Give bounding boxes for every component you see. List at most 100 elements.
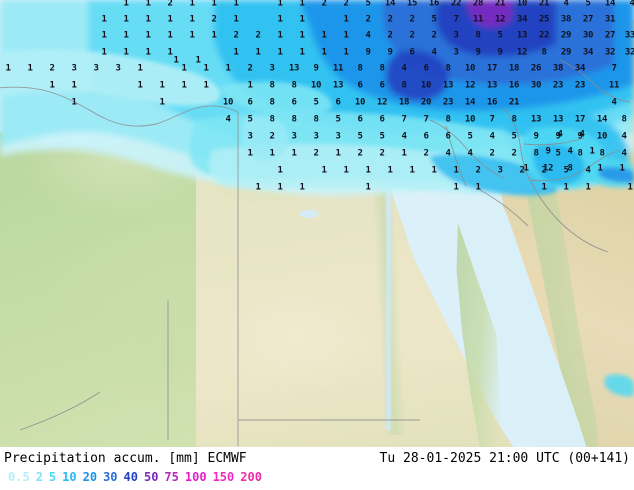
precip-value: 8	[445, 63, 451, 74]
precip-value: 13	[332, 80, 344, 91]
precip-value: 1	[475, 182, 481, 193]
precip-value: 7	[489, 114, 495, 125]
precip-value: 8	[269, 80, 275, 91]
precip-value: 3	[291, 131, 297, 142]
precip-value: 21	[508, 97, 520, 108]
precip-value: 8	[445, 114, 451, 125]
precip-value: 2	[233, 30, 239, 41]
precip-value: 32	[604, 47, 616, 58]
precip-value: 1	[277, 0, 283, 9]
precip-value: 3	[115, 63, 121, 74]
precip-value: 1	[299, 14, 305, 25]
precip-value: 1	[299, 182, 305, 193]
map-footer: Precipitation accum. [mm] ECMWF Tu 28-01…	[0, 447, 634, 490]
legend-stop-200[interactable]: 200	[240, 470, 262, 484]
legend-stop-20[interactable]: 20	[82, 470, 98, 484]
precip-value: 2	[49, 63, 55, 74]
precip-value: 30	[530, 80, 542, 91]
legend-stop-50[interactable]: 50	[143, 470, 159, 484]
precip-value: 1	[321, 30, 327, 41]
precip-value: 4	[563, 0, 569, 9]
precip-value: 5	[467, 131, 473, 142]
legend-stop-75[interactable]: 75	[164, 470, 179, 484]
precip-value: 3	[335, 131, 341, 142]
precip-value: 12	[516, 47, 528, 58]
legend-stop-0.5[interactable]: 0.5	[8, 470, 30, 484]
precip-value: 14	[384, 0, 396, 9]
precip-value: 1	[167, 30, 173, 41]
precip-value: 8	[577, 148, 583, 159]
precip-value: 1	[627, 182, 633, 193]
precip-value: 3	[497, 165, 503, 176]
precip-value: 5	[335, 114, 341, 125]
precip-value: 33	[624, 30, 634, 41]
precip-value: 13	[442, 80, 454, 91]
precip-value: 1	[343, 47, 349, 58]
precip-value: 7	[611, 63, 617, 74]
precip-value: 2	[489, 148, 495, 159]
precip-value: 9	[545, 146, 551, 157]
precip-value: 1	[145, 14, 151, 25]
precip-value: 12	[376, 97, 388, 108]
precip-value: 5	[313, 97, 319, 108]
precip-value: 1	[409, 165, 415, 176]
precip-value: 11	[608, 80, 620, 91]
map-canvas[interactable]: 1 1 2 1 1 1 1 1 2 2 5 14 15 16 22 28 21 10 21 4 5 14 4 1 1 1 1 1 2 1 1…	[0, 0, 634, 447]
precip-value: 1	[277, 30, 283, 41]
precip-value: 1	[299, 30, 305, 41]
precip-value: 8	[511, 114, 517, 125]
legend-stop-30[interactable]: 30	[103, 470, 118, 484]
precip-value: 2	[519, 165, 525, 176]
legend-stop-5[interactable]: 5	[48, 470, 57, 484]
legend-stop-40[interactable]: 40	[123, 470, 138, 484]
map-title: Precipitation accum. [mm] ECMWF	[4, 451, 247, 466]
precip-value: 16	[508, 80, 520, 91]
precip-value: 1	[401, 148, 407, 159]
precip-value: 2	[387, 14, 393, 25]
legend-stop-10[interactable]: 10	[62, 470, 77, 484]
precip-value: 34	[574, 63, 586, 74]
precip-value: 5	[511, 131, 517, 142]
precip-value: 8	[533, 148, 539, 159]
precip-value: 1	[123, 30, 129, 41]
precip-value: 8	[401, 80, 407, 91]
precip-value: 1	[247, 80, 253, 91]
color-scale-legend[interactable]: 0.5 2 5 10 20 30 40 50 75 100 150 200	[8, 470, 262, 484]
precip-value: 10	[310, 80, 322, 91]
precip-value: 4	[401, 63, 407, 74]
precip-value: 1	[27, 63, 33, 74]
precip-value: 1	[211, 30, 217, 41]
precip-value: 2	[255, 30, 261, 41]
legend-stop-100[interactable]: 100	[184, 470, 207, 484]
precip-value: 4	[621, 148, 627, 159]
precip-value: 29	[560, 47, 572, 58]
precip-value: 1	[343, 14, 349, 25]
precip-value: 3	[453, 47, 459, 58]
precip-value: 22	[538, 30, 550, 41]
precip-value: 4	[585, 165, 591, 176]
precip-value: 2	[423, 148, 429, 159]
precip-value: 1	[291, 148, 297, 159]
precip-value: 13	[552, 114, 564, 125]
precip-value: 1	[453, 182, 459, 193]
precip-value: 23	[574, 80, 586, 91]
precip-value: 23	[442, 97, 454, 108]
precip-value: 34	[516, 14, 528, 25]
precip-value: 1	[211, 0, 217, 9]
precip-value: 1	[277, 47, 283, 58]
precip-value: 14	[464, 97, 476, 108]
precip-value: 13	[486, 80, 498, 91]
precip-value: 2	[409, 14, 415, 25]
precip-value: 1	[101, 30, 107, 41]
precip-value: 1	[523, 163, 529, 174]
precip-value: 1	[145, 0, 151, 9]
precip-value: 38	[560, 14, 572, 25]
precip-value: 31	[604, 14, 616, 25]
precip-value: 28	[472, 0, 484, 9]
precip-value: 8	[379, 63, 385, 74]
precip-value: 6	[357, 114, 363, 125]
legend-stop-150[interactable]: 150	[212, 470, 235, 484]
precip-value: 20	[420, 97, 432, 108]
legend-stop-2[interactable]: 2	[35, 470, 43, 484]
